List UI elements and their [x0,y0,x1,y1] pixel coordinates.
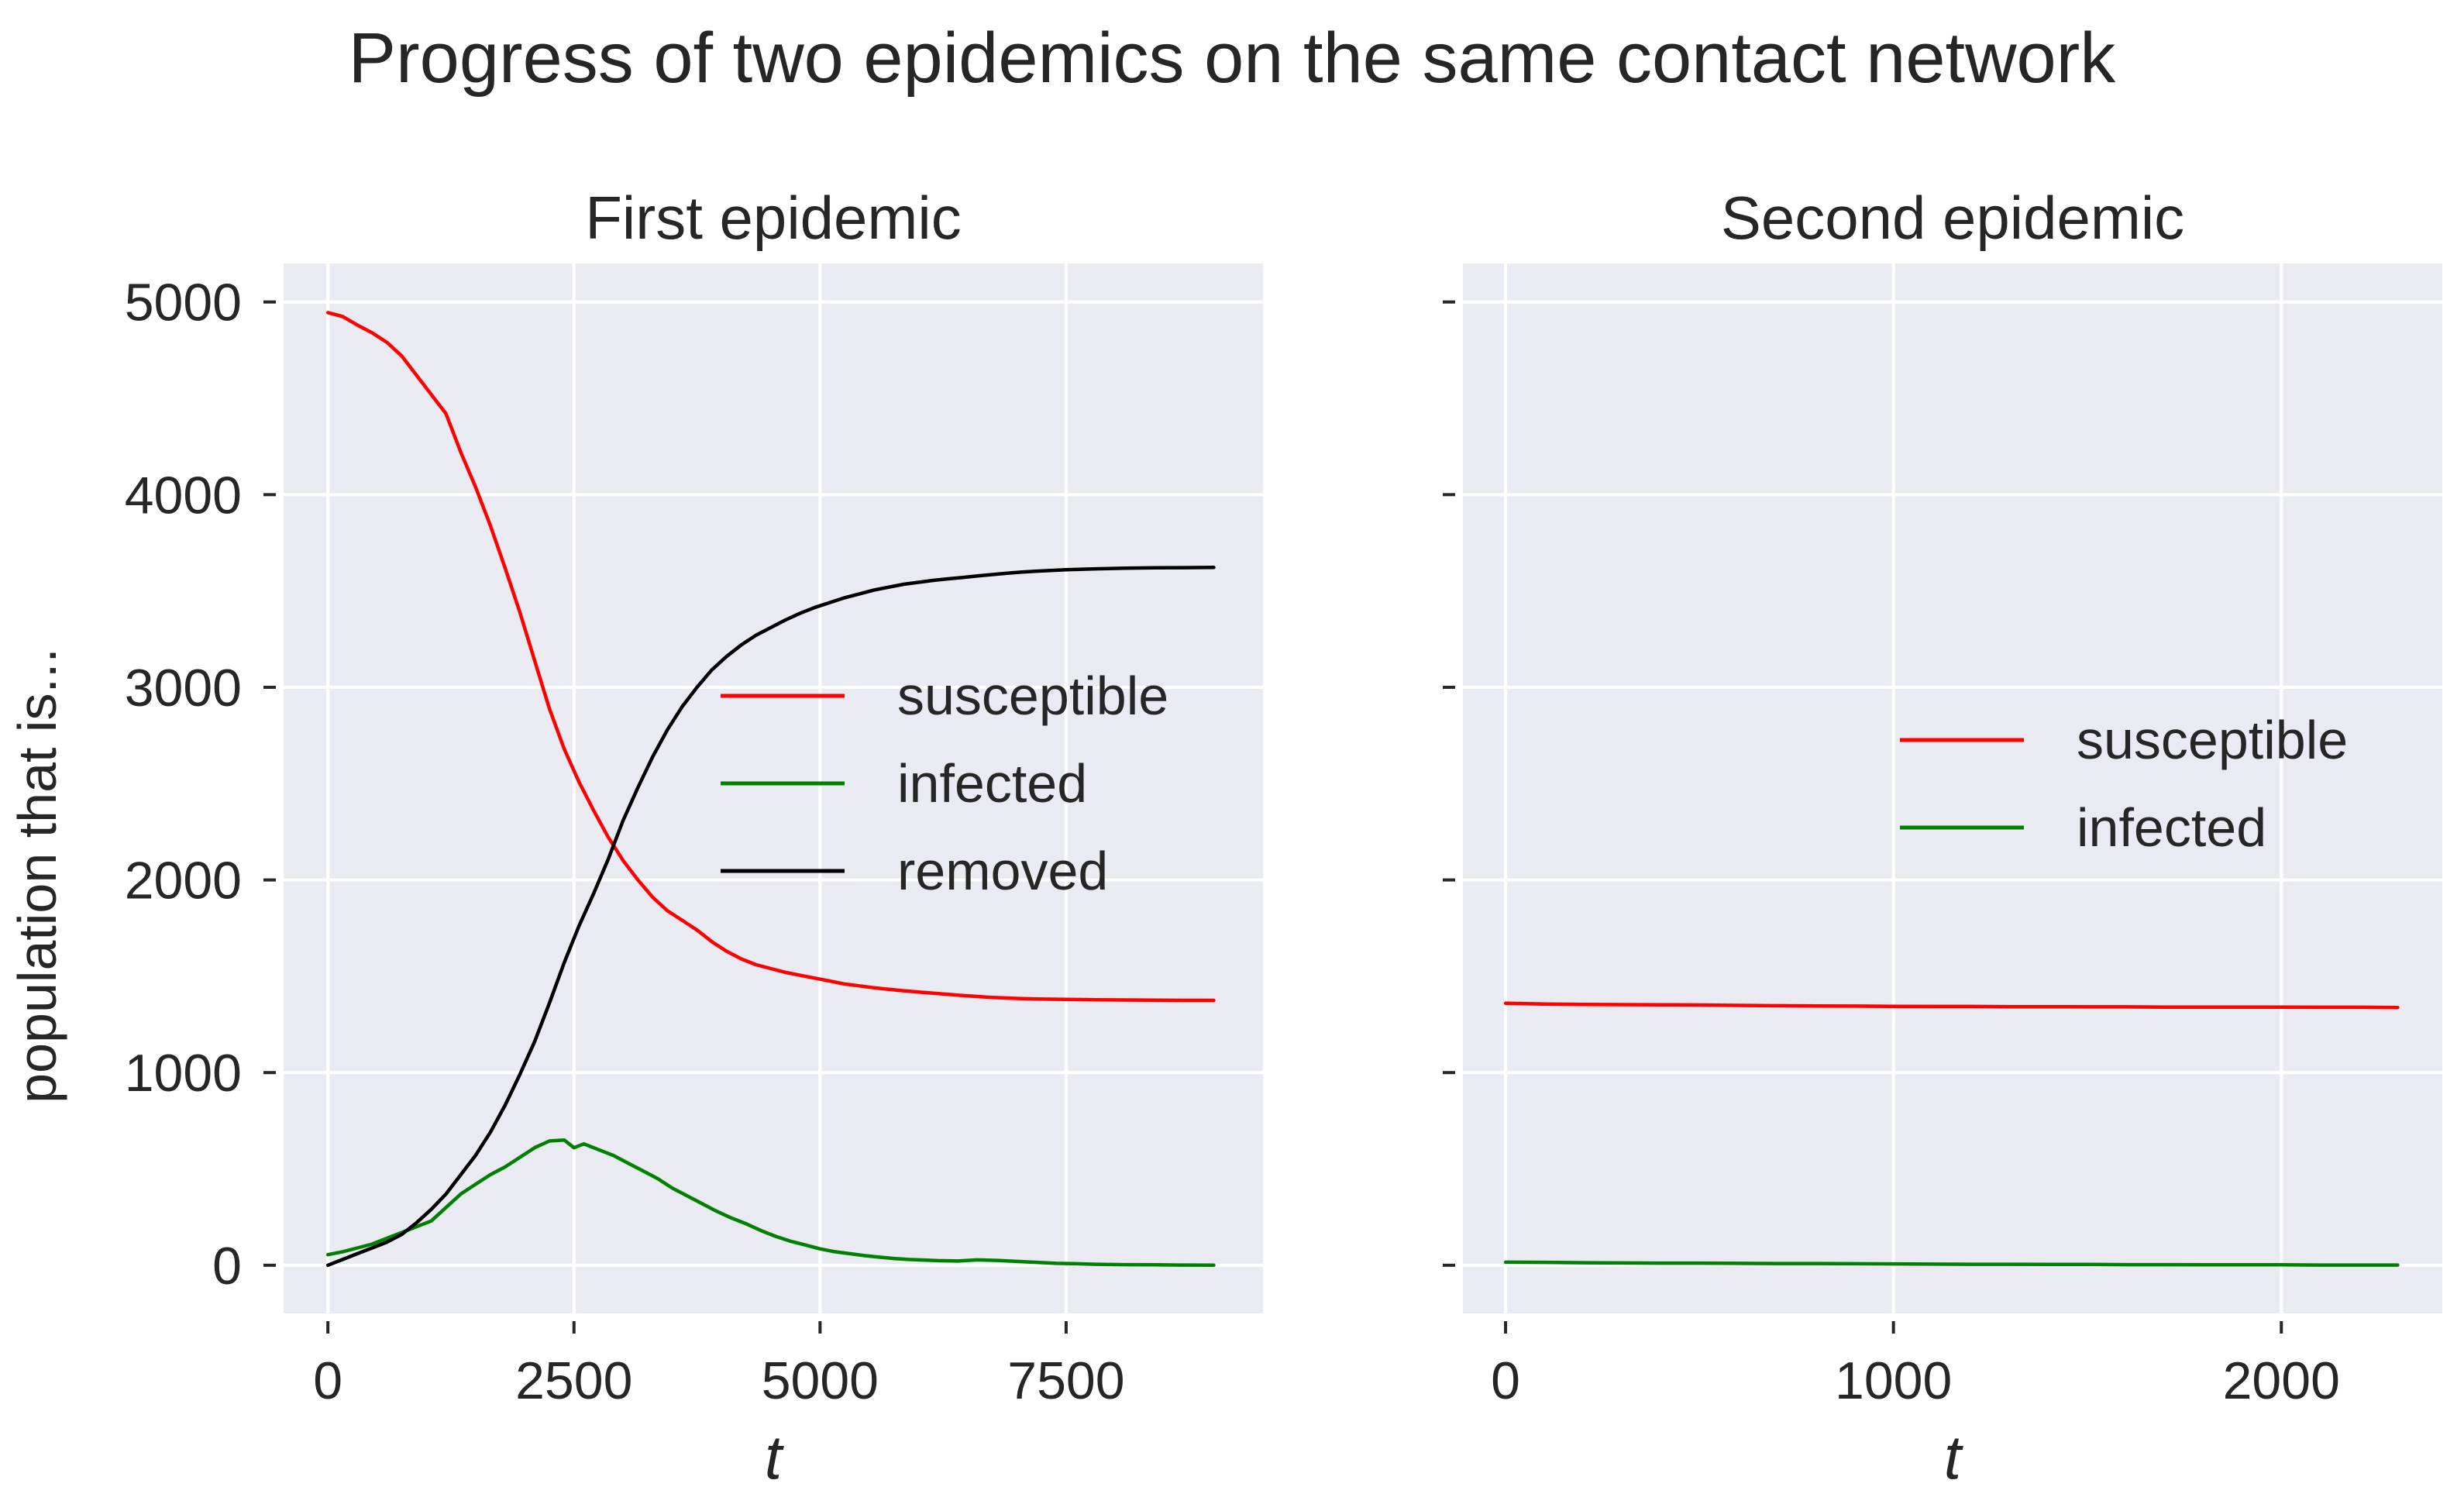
first-epidemic-panel: 0 1000 2000 3000 4000 5000 0 2500 5000 7500 Firs… [125,184,1263,1492]
first-epidemic-x-axis-label: t [765,1423,784,1492]
second-epidemic-x-tick-label: 1000 [1835,1351,1952,1410]
second-epidemic-x-axis-label: t [1944,1423,1963,1492]
second-epidemic-x-tick-label: 2000 [2223,1351,2340,1410]
first-epidemic-legend-label-susceptible: susceptible [897,666,1168,726]
y-tick-label: 3000 [125,659,242,718]
first-epidemic-legend: susceptible infected removed [721,666,1168,901]
first-epidemic-susceptible-line [325,311,1216,1003]
first-epidemic-x-tick-label: 0 [313,1351,342,1410]
figure-title: Progress of two epidemics on the same co… [349,19,2117,98]
second-epidemic-legend: susceptible infected [1900,710,2348,858]
second-epidemic-title: Second epidemic [1721,184,2184,252]
first-epidemic-infected-line [325,1138,1216,1268]
y-tick-label: 5000 [125,274,242,332]
second-epidemic-infected-line [1503,1260,2400,1267]
first-epidemic-title: First epidemic [585,184,961,252]
first-epidemic-removed-line [325,566,1216,1268]
y-tick-label: 0 [212,1237,242,1296]
y-tick-label: 2000 [125,852,242,910]
second-epidemic-legend-label-infected: infected [2077,797,2266,858]
first-epidemic-x-tick-label: 2500 [515,1351,632,1410]
second-epidemic-susceptible-line [1503,1001,2400,1010]
first-epidemic-x-tick-label: 5000 [762,1351,879,1410]
first-epidemic-plot-area [284,263,1263,1313]
second-epidemic-plot-area [1463,263,2442,1313]
first-epidemic-legend-label-removed: removed [897,841,1108,901]
y-tick-label: 4000 [125,466,242,525]
y-axis-label: population that is... [7,648,67,1103]
first-epidemic-x-tick-label: 7500 [1007,1351,1124,1410]
second-epidemic-x-tick-label: 0 [1491,1351,1520,1410]
first-epidemic-legend-label-infected: infected [897,753,1087,814]
second-epidemic-panel: 0 1000 2000 Second epidemic t susceptible i… [1443,184,2442,1492]
second-epidemic-legend-label-susceptible: susceptible [2077,710,2348,770]
y-tick-label: 1000 [125,1044,242,1103]
